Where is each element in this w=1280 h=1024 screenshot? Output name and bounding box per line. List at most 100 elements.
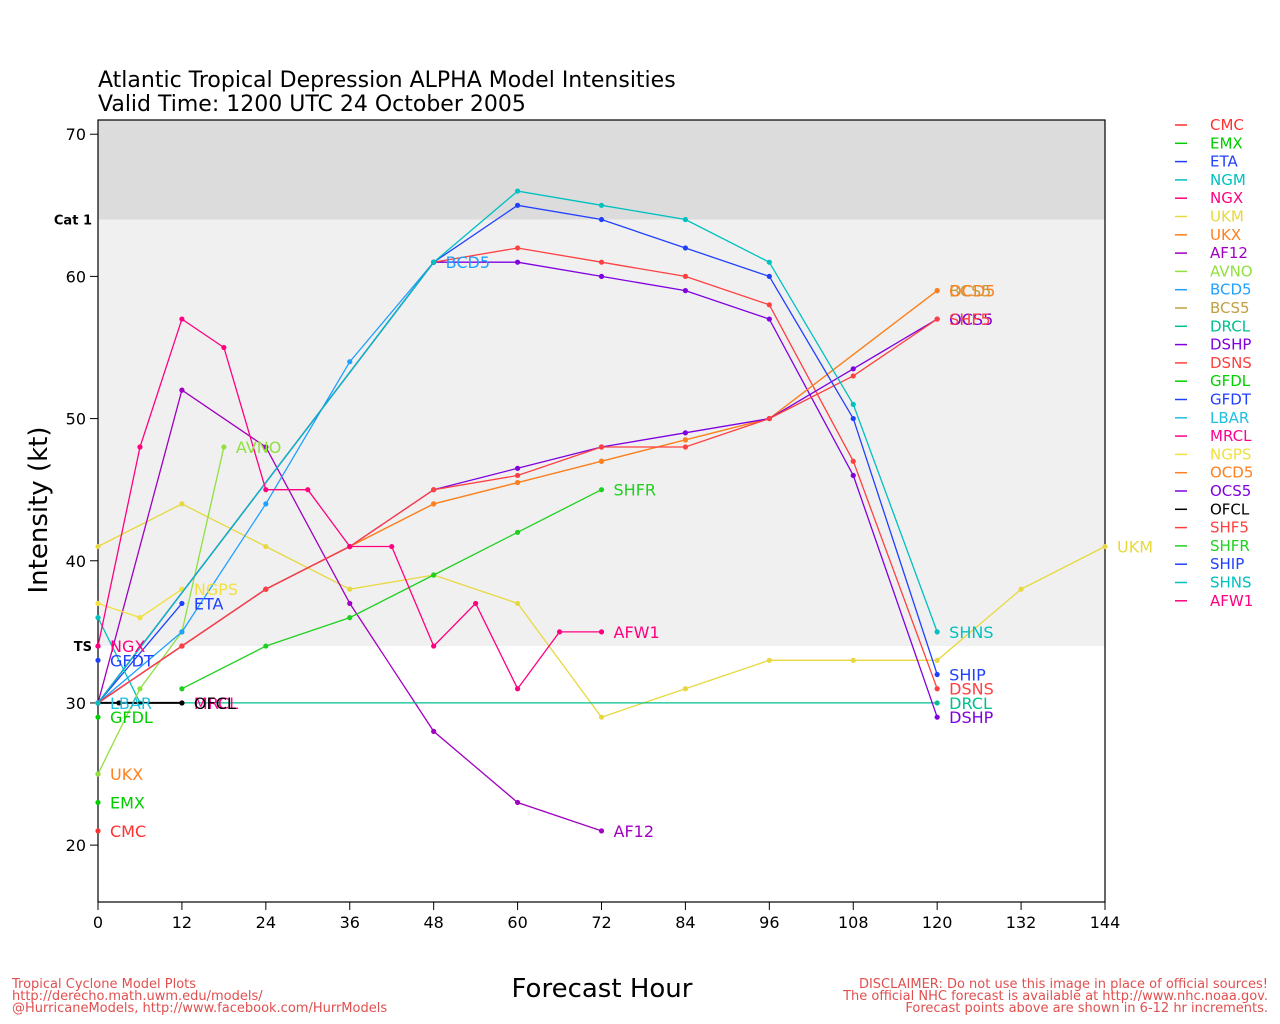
end-label-ocd5: OCD5 bbox=[949, 282, 995, 301]
point-ukm bbox=[766, 657, 772, 663]
footer-left: Tropical Cyclone Model Plots http://dere… bbox=[11, 977, 387, 1016]
legend-entry-mrcl: MRCL bbox=[1210, 427, 1252, 445]
point-shfr bbox=[431, 572, 437, 578]
point-avno bbox=[95, 771, 101, 777]
point-af12 bbox=[347, 600, 353, 607]
footer-left-line: Tropical Cyclone Model Plots bbox=[11, 977, 196, 992]
x-tick-label: 48 bbox=[423, 913, 443, 932]
point-shfr bbox=[598, 487, 605, 493]
x-axis-label: Forecast Hour bbox=[512, 974, 693, 1004]
x-tick-label: 120 bbox=[922, 913, 953, 932]
legend-entry-shf5: SHF5 bbox=[1210, 519, 1249, 537]
point-dshp bbox=[934, 714, 940, 720]
legend-entry-ofcl: OFCL bbox=[1210, 500, 1250, 518]
point-afw1 bbox=[95, 643, 101, 649]
point-shns bbox=[431, 259, 437, 265]
end-label-emx: EMX bbox=[110, 793, 145, 812]
legend-entry-ngps: NGPS bbox=[1210, 445, 1251, 463]
end-label-ofcl: OFCL bbox=[194, 694, 236, 713]
y-tick-label: 40 bbox=[66, 552, 86, 571]
point-af12 bbox=[179, 387, 185, 393]
point-cmc bbox=[95, 828, 101, 834]
legend-entry-bcd5: BCD5 bbox=[1210, 281, 1252, 299]
point-gfdt bbox=[95, 657, 101, 663]
end-label-cmc: CMC bbox=[110, 822, 146, 841]
point-afw1 bbox=[389, 543, 395, 550]
chart-title: Atlantic Tropical Depression ALPHA Model… bbox=[98, 68, 676, 93]
point-shf5 bbox=[514, 472, 521, 479]
point-shfr bbox=[263, 643, 269, 649]
legend-entry-shfr: SHFR bbox=[1210, 537, 1250, 555]
point-afw1 bbox=[221, 344, 227, 351]
point-shf5 bbox=[766, 415, 772, 422]
end-label-ngps: NGPS bbox=[194, 580, 238, 599]
point-ocs5 bbox=[682, 430, 689, 436]
point-dsns bbox=[682, 273, 689, 279]
point-ukm bbox=[598, 714, 605, 720]
x-tick-label: 72 bbox=[591, 913, 611, 932]
x-tick-label: 108 bbox=[838, 913, 869, 932]
point-ofcl bbox=[179, 700, 185, 706]
footer-right-line: The official NHC forecast is available a… bbox=[842, 989, 1268, 1004]
legend-entry-ngm: NGM bbox=[1210, 171, 1246, 189]
x-tick-label: 84 bbox=[675, 913, 695, 932]
point-bcd5 bbox=[179, 629, 185, 635]
point-ship bbox=[598, 216, 605, 223]
point-dsns bbox=[850, 458, 856, 464]
x-tick-label: 0 bbox=[93, 913, 103, 932]
series-line-ngm bbox=[97, 617, 141, 704]
legend-entry-ocs5: OCS5 bbox=[1210, 482, 1251, 500]
point-af12 bbox=[263, 444, 269, 450]
x-tick-label: 36 bbox=[340, 913, 360, 932]
series-line-shfr bbox=[181, 489, 602, 690]
point-afw1 bbox=[179, 316, 185, 322]
series-line-ship bbox=[97, 204, 938, 704]
end-label-shfr: SHFR bbox=[614, 481, 657, 500]
y-tick-label: 50 bbox=[66, 410, 86, 429]
point-afw1 bbox=[431, 643, 437, 649]
point-ukm bbox=[263, 543, 269, 550]
y-tick-label: 70 bbox=[66, 125, 86, 144]
end-label-shf5: SHF5 bbox=[949, 310, 991, 329]
y-tick-label: 30 bbox=[66, 694, 86, 713]
point-dshp bbox=[682, 288, 689, 294]
legend-entry-shns: SHNS bbox=[1210, 574, 1252, 592]
end-label-bcs5: BCS5 bbox=[949, 282, 991, 301]
series-lines bbox=[95, 188, 1108, 834]
x-tick-label: 24 bbox=[256, 913, 276, 932]
point-afw1 bbox=[514, 686, 521, 692]
point-shf5 bbox=[179, 643, 185, 649]
footer-right-line: Forecast points above are shown in 6-12 … bbox=[905, 1001, 1268, 1016]
legend-entry-drcl: DRCL bbox=[1210, 317, 1251, 335]
point-shfr bbox=[347, 615, 353, 621]
end-label-gfdl: GFDL bbox=[110, 708, 153, 727]
x-tick-label: 60 bbox=[507, 913, 527, 932]
point-dsns bbox=[766, 302, 772, 308]
end-label-bcd5: BCD5 bbox=[446, 253, 490, 272]
legend-entry-ngx: NGX bbox=[1210, 189, 1243, 207]
legend-entry-gfdt: GFDT bbox=[1210, 391, 1252, 409]
legend-entry-gfdl: GFDL bbox=[1210, 372, 1251, 390]
legend-entry-avno: AVNO bbox=[1210, 262, 1253, 280]
legend-entry-af12: AF12 bbox=[1210, 244, 1248, 262]
legend-entry-ukx: UKX bbox=[1210, 226, 1241, 244]
y-axis-label: Intensity (kt) bbox=[24, 427, 54, 594]
point-bcd5 bbox=[347, 359, 353, 365]
point-ocd5 bbox=[934, 288, 940, 294]
point-shf5 bbox=[431, 487, 437, 493]
point-avno bbox=[221, 444, 227, 450]
end-label-eta: ETA bbox=[194, 594, 224, 613]
end-label-shns: SHNS bbox=[949, 623, 993, 642]
end-label-mrcl: MRCL bbox=[194, 694, 238, 713]
end-label-ukm: UKM bbox=[1117, 538, 1153, 557]
point-shf5 bbox=[850, 373, 856, 379]
point-afw1 bbox=[473, 600, 479, 607]
point-ocs5 bbox=[850, 366, 856, 372]
footer-left-line: @HurricaneModels, http://www.facebook.co… bbox=[12, 1001, 387, 1016]
point-shns bbox=[682, 216, 689, 223]
end-label-dshp: DSHP bbox=[949, 708, 994, 727]
point-ship bbox=[850, 415, 856, 422]
legend-entry-lbar: LBAR bbox=[1210, 409, 1249, 427]
point-shns bbox=[934, 629, 940, 635]
point-afw1 bbox=[305, 487, 311, 493]
